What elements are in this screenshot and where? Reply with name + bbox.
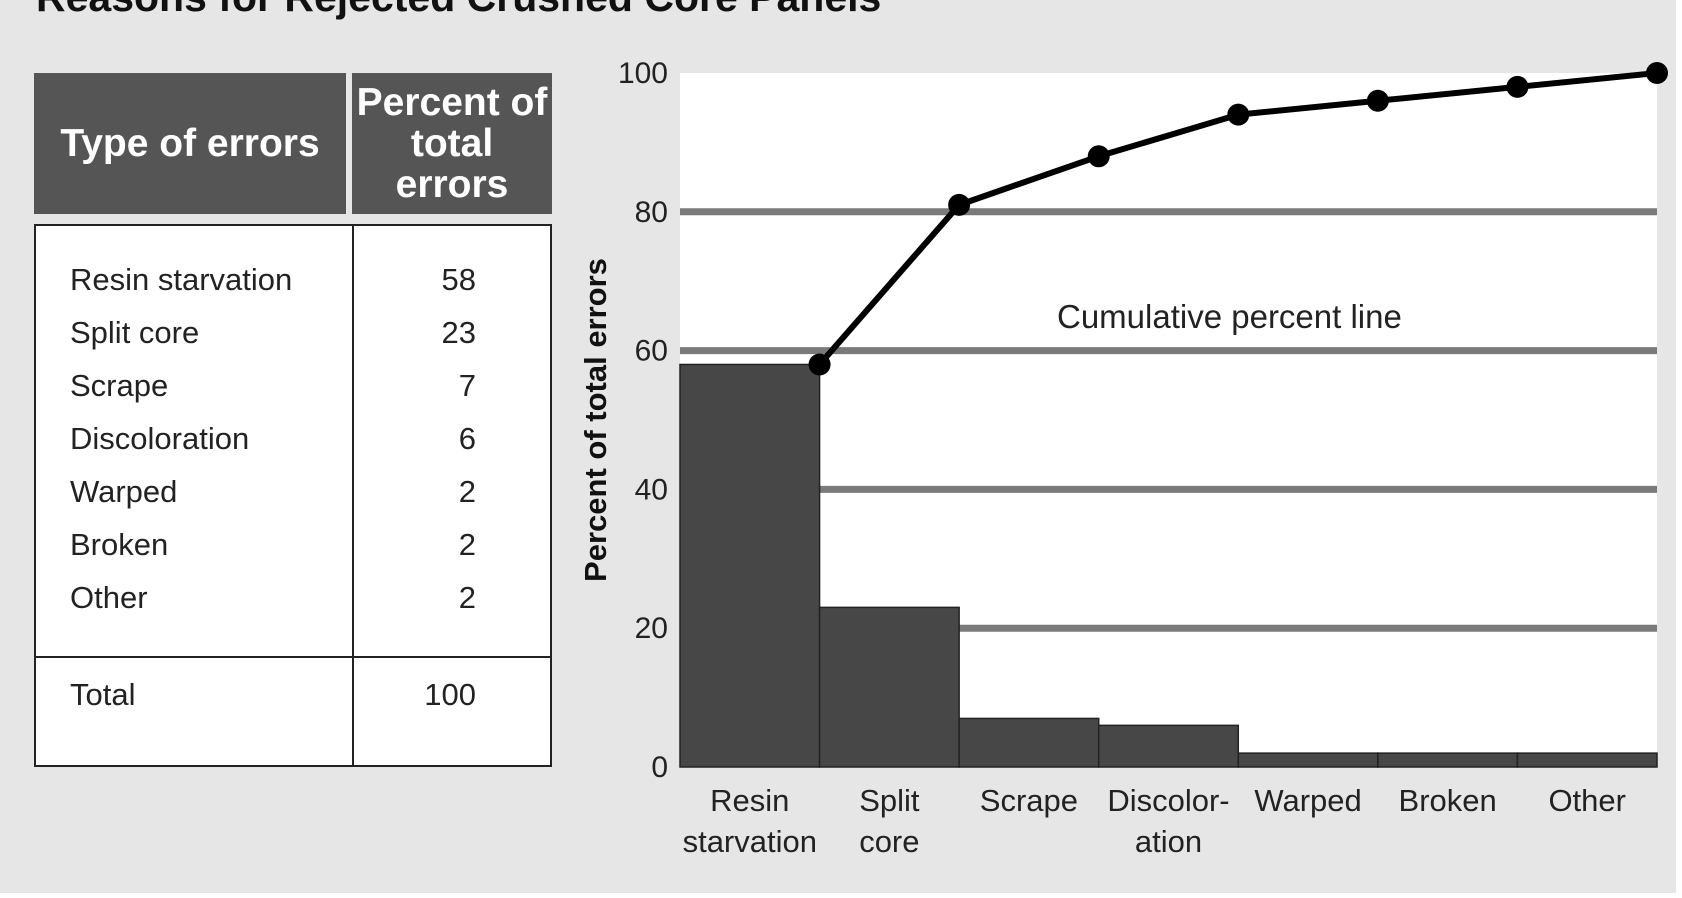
cumulative-point bbox=[808, 353, 831, 376]
table-row: Split core 23 bbox=[36, 306, 550, 359]
x-category-label: Scrape bbox=[980, 783, 1078, 818]
error-type: Broken bbox=[70, 527, 169, 562]
x-category-label: Broken bbox=[1399, 783, 1497, 818]
x-category-label: Split core bbox=[859, 783, 920, 859]
table-row: Scrape 7 bbox=[36, 359, 550, 412]
bar bbox=[1237, 752, 1379, 768]
cumulative-point bbox=[948, 193, 971, 216]
bar bbox=[958, 717, 1100, 768]
bar bbox=[1377, 752, 1519, 768]
y-tick-label: 20 bbox=[635, 612, 668, 645]
header-percent-of-total: Percent of total errors bbox=[352, 73, 552, 214]
table-row: Discoloration 6 bbox=[36, 412, 550, 465]
error-type: Warped bbox=[70, 474, 178, 509]
total-divider bbox=[36, 656, 550, 658]
y-tick-label: 100 bbox=[618, 57, 668, 90]
error-percent: 58 bbox=[441, 262, 476, 297]
error-type: Discoloration bbox=[70, 421, 250, 456]
table-row: Resin starvation 58 bbox=[36, 253, 550, 306]
figure-title: Reasons for Rejected Crushed Core Panels bbox=[36, 0, 881, 21]
header-type-of-errors: Type of errors bbox=[34, 73, 346, 214]
total-label: Total bbox=[70, 677, 136, 712]
y-tick-label: 60 bbox=[635, 335, 668, 368]
error-percent: 7 bbox=[458, 368, 476, 403]
cumulative-point bbox=[1366, 89, 1389, 112]
cumulative-line-label: Cumulative percent line bbox=[1057, 298, 1402, 335]
error-percent: 2 bbox=[458, 580, 476, 615]
bar bbox=[818, 606, 960, 768]
column-divider bbox=[352, 226, 354, 765]
table-row-total: Total 100 bbox=[36, 668, 550, 721]
x-category-label: Discolor-ation bbox=[1107, 783, 1229, 859]
y-tick-label: 80 bbox=[635, 196, 668, 229]
error-type: Split core bbox=[70, 315, 200, 350]
table-body: Resin starvation 58 Split core 23 Scrape 7 Dis… bbox=[34, 224, 552, 767]
bar bbox=[1097, 724, 1240, 768]
error-type: Other bbox=[70, 580, 148, 615]
bar bbox=[1516, 752, 1658, 768]
x-category-label: Warped bbox=[1254, 783, 1361, 818]
total-value: 100 bbox=[424, 677, 476, 712]
error-type: Resin starvation bbox=[70, 262, 293, 297]
y-tick-label: 40 bbox=[635, 473, 668, 506]
y-tick-label: 0 bbox=[651, 751, 668, 784]
errors-table: Type of errors Percent of total errors R… bbox=[34, 73, 552, 767]
bar bbox=[679, 363, 821, 768]
table-row: Broken 2 bbox=[36, 518, 550, 571]
cumulative-point bbox=[1087, 145, 1110, 168]
cumulative-point bbox=[1646, 62, 1668, 84]
y-axis-label: Percent of total errors bbox=[578, 258, 613, 582]
error-percent: 2 bbox=[458, 474, 476, 509]
cumulative-point bbox=[1227, 103, 1250, 126]
x-category-label: Other bbox=[1548, 783, 1626, 818]
table-row: Other 2 bbox=[36, 571, 550, 624]
x-category-label: Resin starvation bbox=[683, 783, 817, 859]
cumulative-point bbox=[1506, 75, 1529, 98]
error-percent: 23 bbox=[441, 315, 476, 350]
table-row: Warped 2 bbox=[36, 465, 550, 518]
error-percent: 2 bbox=[458, 527, 476, 562]
error-type: Scrape bbox=[70, 368, 169, 403]
error-percent: 6 bbox=[458, 421, 476, 456]
